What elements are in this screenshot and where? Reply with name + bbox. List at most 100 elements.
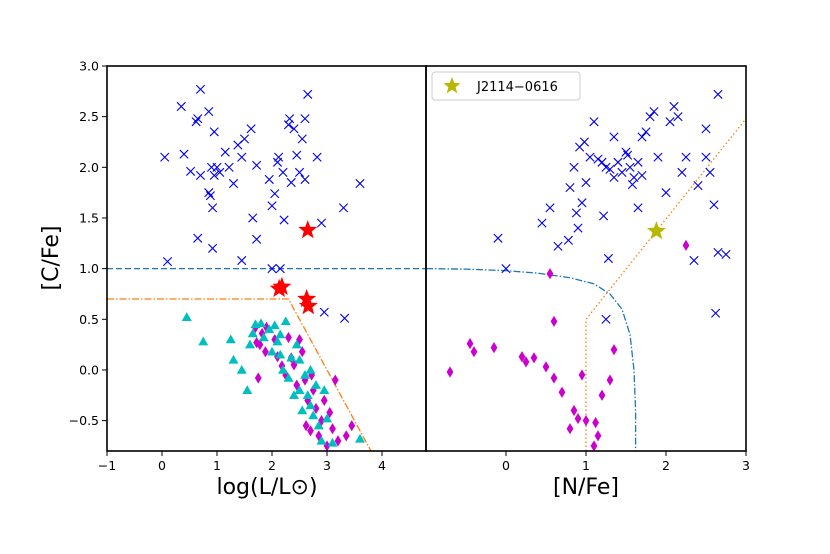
triangle-point bbox=[286, 352, 297, 362]
cross-point bbox=[645, 112, 655, 122]
y-tick-label: 2.5 bbox=[79, 109, 99, 124]
triangle-point bbox=[267, 346, 277, 356]
diamond-point bbox=[578, 369, 586, 381]
diamond-point bbox=[296, 333, 303, 346]
left-axes-frame bbox=[106, 65, 427, 452]
cross-point bbox=[665, 117, 675, 127]
triangle-point bbox=[275, 329, 286, 339]
triangle-point bbox=[313, 420, 324, 430]
x-tick-label: 3 bbox=[323, 458, 331, 473]
cross-point bbox=[613, 157, 623, 167]
cross-point bbox=[661, 188, 671, 198]
cross-point bbox=[545, 203, 555, 213]
l-line-orange-dash-dot-boundary bbox=[107, 298, 372, 451]
diamond-point bbox=[302, 420, 310, 432]
triangle-point bbox=[181, 312, 192, 322]
diamond-point bbox=[331, 374, 339, 386]
cross-point bbox=[597, 157, 607, 167]
cross-point bbox=[193, 233, 203, 243]
cross-point bbox=[319, 307, 329, 317]
star-point bbox=[297, 289, 317, 308]
cross-point bbox=[179, 149, 189, 159]
diamond-point bbox=[598, 389, 606, 401]
cross-point bbox=[673, 112, 683, 122]
cross-point bbox=[711, 308, 721, 318]
cross-point bbox=[709, 200, 719, 210]
cross-point bbox=[212, 162, 222, 172]
cross-point bbox=[565, 182, 575, 193]
y-ticks: 3.0 2.5 2.0 1.5 1.0 0.5 0.0 −0.5 bbox=[69, 59, 107, 428]
triangle-point bbox=[300, 370, 310, 379]
cross-point bbox=[713, 247, 723, 258]
diamond-point bbox=[326, 406, 334, 419]
y-axis-label: [C/Fe] bbox=[39, 226, 64, 291]
right-points bbox=[446, 89, 731, 451]
y-tick-label: 0.5 bbox=[79, 312, 99, 327]
triangle-point bbox=[355, 433, 365, 443]
diamond-point bbox=[522, 356, 530, 368]
cross-point bbox=[191, 117, 201, 127]
cross-point bbox=[312, 152, 322, 162]
cross-point bbox=[297, 134, 307, 144]
left-ticks: −1 0 1 2 3 4 bbox=[98, 451, 386, 473]
star-point bbox=[298, 220, 318, 239]
triangle-point bbox=[242, 385, 253, 394]
cross-point bbox=[286, 177, 296, 188]
cross-point bbox=[224, 162, 234, 172]
diamond-point bbox=[298, 346, 306, 358]
diamond-point bbox=[301, 374, 309, 386]
triangle-point bbox=[247, 328, 258, 338]
triangle-point bbox=[322, 413, 332, 423]
triangle-point bbox=[297, 405, 308, 415]
cross-point bbox=[537, 218, 547, 228]
triangle-point bbox=[308, 410, 319, 420]
cross-point bbox=[713, 89, 723, 99]
diamond-point bbox=[566, 423, 574, 435]
diamond-point bbox=[466, 338, 474, 350]
cross-point bbox=[637, 170, 647, 181]
diamond-point bbox=[570, 404, 578, 417]
cross-point bbox=[625, 162, 635, 172]
diamond-point bbox=[550, 372, 558, 384]
cross-point bbox=[585, 152, 595, 162]
triangle-point bbox=[294, 354, 305, 364]
cross-point bbox=[228, 178, 239, 189]
legend-star-marker bbox=[443, 77, 461, 94]
cross-point bbox=[205, 191, 215, 201]
cross-point bbox=[637, 132, 647, 142]
y-tick-label: 3.0 bbox=[79, 59, 99, 74]
diamond-point bbox=[594, 430, 602, 442]
right-panel: 0 1 2 3 [N/Fe] J2114−0616 bbox=[425, 65, 750, 500]
cross-point bbox=[621, 147, 631, 157]
left-points bbox=[160, 84, 365, 451]
r-line-blue-dash-dot-curve bbox=[426, 267, 637, 451]
diamond-point bbox=[315, 430, 323, 442]
cross-point bbox=[355, 178, 365, 189]
diamond-point bbox=[282, 369, 290, 381]
cross-point bbox=[239, 134, 250, 144]
diamond-point bbox=[610, 344, 618, 356]
right-lines bbox=[426, 118, 746, 451]
cross-point bbox=[274, 152, 284, 162]
cross-point bbox=[186, 166, 196, 176]
diamond-point bbox=[309, 384, 317, 396]
diamond-point bbox=[329, 423, 336, 435]
cross-point bbox=[338, 203, 349, 213]
cross-point bbox=[195, 170, 206, 181]
cross-point bbox=[701, 152, 711, 162]
cross-point bbox=[275, 264, 285, 274]
cross-point bbox=[553, 241, 563, 251]
left-lines bbox=[107, 267, 426, 451]
cross-point bbox=[493, 233, 503, 243]
triangle-point bbox=[283, 373, 294, 382]
diamond-point bbox=[590, 440, 598, 451]
triangle-point bbox=[305, 400, 316, 410]
diamond-point bbox=[446, 366, 454, 378]
cross-point bbox=[289, 124, 299, 134]
diamond-point bbox=[307, 425, 314, 437]
cross-point bbox=[209, 127, 219, 137]
diamond-point bbox=[574, 412, 582, 425]
triangle-point bbox=[245, 339, 255, 349]
cross-point bbox=[237, 152, 247, 162]
cross-point bbox=[270, 189, 280, 199]
